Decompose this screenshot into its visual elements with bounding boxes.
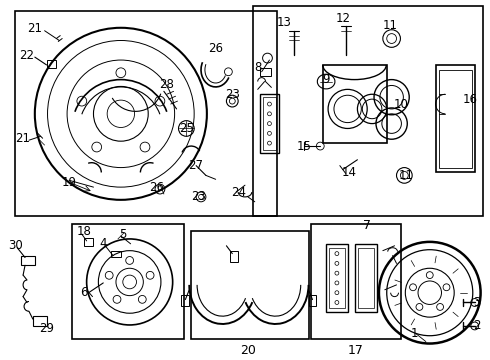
Text: 2: 2 [473, 319, 480, 332]
Bar [21, 256, 35, 265]
Bar [439, 70, 472, 167]
Bar [329, 248, 344, 309]
Text: 27: 27 [189, 159, 204, 172]
Text: 9: 9 [322, 73, 330, 86]
Text: 7: 7 [363, 219, 371, 233]
Bar [47, 60, 56, 68]
Text: 21: 21 [27, 22, 42, 35]
Bar [191, 231, 309, 339]
Bar [230, 251, 238, 262]
Text: 4: 4 [99, 237, 107, 250]
Bar [323, 65, 387, 143]
Text: 16: 16 [463, 93, 477, 105]
Text: 28: 28 [159, 78, 174, 91]
Text: 6: 6 [80, 286, 87, 299]
Bar [326, 244, 347, 312]
Text: 12: 12 [335, 13, 350, 26]
Bar [84, 238, 94, 246]
Text: 30: 30 [8, 239, 23, 252]
Text: 24: 24 [231, 185, 245, 198]
Text: 17: 17 [347, 343, 364, 356]
Text: 8: 8 [254, 61, 261, 75]
Text: 21: 21 [16, 132, 30, 145]
Bar [72, 224, 184, 339]
Text: 22: 22 [20, 49, 34, 62]
Text: 11: 11 [399, 169, 414, 182]
Text: 10: 10 [394, 98, 409, 111]
Bar [263, 97, 276, 150]
Bar [260, 94, 279, 153]
Text: 26: 26 [149, 181, 165, 194]
Text: 11: 11 [382, 19, 397, 32]
Bar [358, 248, 374, 309]
Text: 29: 29 [39, 322, 54, 336]
Text: 19: 19 [62, 176, 76, 189]
Bar [253, 6, 483, 216]
Bar [309, 294, 317, 306]
Bar [111, 251, 121, 257]
Bar [355, 244, 377, 312]
Text: 18: 18 [76, 225, 91, 238]
Bar [260, 68, 271, 76]
Text: 14: 14 [342, 166, 357, 179]
Text: 3: 3 [473, 296, 480, 309]
Bar [15, 11, 277, 216]
Text: 25: 25 [179, 122, 194, 135]
Text: 1: 1 [410, 327, 418, 340]
Bar [436, 65, 475, 172]
Text: 26: 26 [208, 42, 223, 55]
Bar [181, 294, 189, 306]
Text: 13: 13 [277, 17, 292, 30]
Text: 23: 23 [192, 190, 206, 203]
Bar [33, 316, 47, 326]
Text: 20: 20 [240, 343, 256, 356]
Text: 5: 5 [119, 228, 126, 240]
Bar [312, 224, 401, 339]
Text: 23: 23 [225, 88, 240, 101]
Text: 15: 15 [296, 140, 311, 153]
